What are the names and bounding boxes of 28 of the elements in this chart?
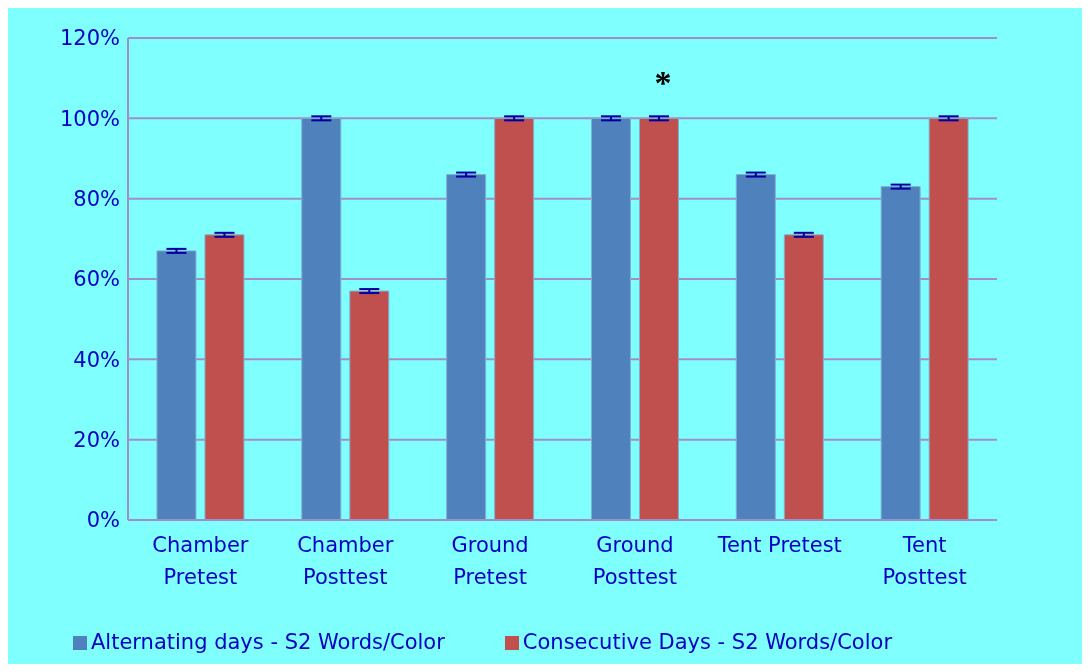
y-tick-label: 0% bbox=[86, 508, 120, 533]
bar bbox=[928, 117, 969, 520]
bar bbox=[301, 117, 342, 520]
x-tick-label: Ground Posttest bbox=[592, 533, 678, 589]
bar bbox=[638, 117, 679, 520]
bar bbox=[494, 117, 535, 520]
x-tick-label: Chamber Posttest bbox=[297, 533, 394, 589]
bar bbox=[204, 234, 245, 520]
y-tick-label: 80% bbox=[73, 187, 120, 212]
bar bbox=[783, 234, 824, 520]
y-tick-label: 20% bbox=[73, 428, 120, 453]
y-tick-label: 40% bbox=[73, 347, 120, 372]
y-tick-label: 60% bbox=[73, 267, 120, 292]
bar bbox=[349, 290, 390, 520]
bar bbox=[735, 174, 776, 520]
legend-label: Alternating days - S2 Words/Color bbox=[90, 630, 445, 654]
y-tick-label: 120% bbox=[59, 26, 120, 51]
x-tick-label: Ground Pretest bbox=[451, 533, 529, 589]
legend-label: Consecutive Days - S2 Words/Color bbox=[522, 630, 893, 654]
y-tick-label: 100% bbox=[59, 106, 120, 131]
bar bbox=[880, 186, 921, 520]
x-tick-label: Tent Pretest bbox=[716, 533, 842, 557]
x-tick-label: Tent Posttest bbox=[882, 533, 967, 589]
x-tick-label: Chamber Pretest bbox=[152, 533, 249, 589]
bar bbox=[446, 174, 487, 520]
bar bbox=[156, 250, 197, 520]
annotation: * bbox=[654, 64, 672, 102]
bar bbox=[590, 117, 631, 520]
